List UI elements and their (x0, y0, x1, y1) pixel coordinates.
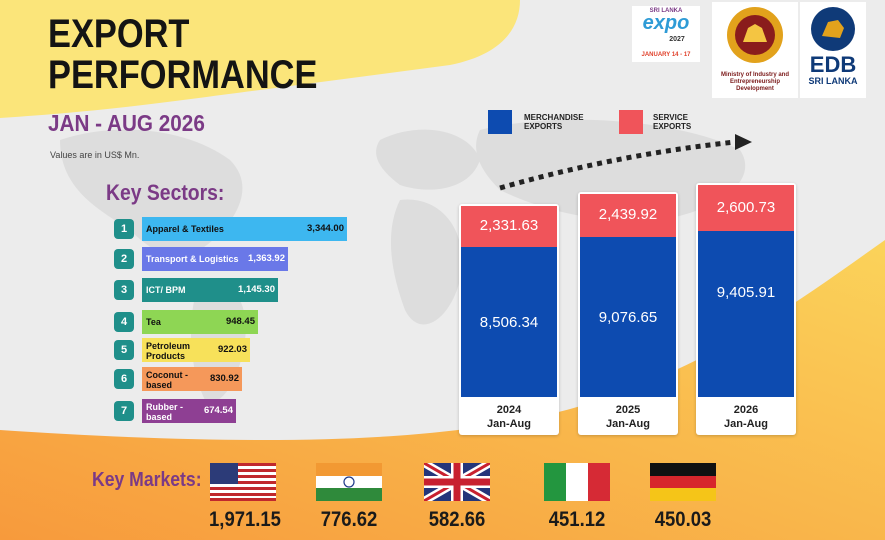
legend-service-label: SERVICE EXPORTS (653, 113, 692, 131)
sector-rank-badge: 5 (114, 340, 134, 360)
market-value-india: 776.62 (320, 508, 378, 531)
sector-rank-badge: 7 (114, 401, 134, 421)
sector-label: Apparel & Textiles (146, 224, 224, 234)
market-value-uk: 582.66 (428, 508, 486, 531)
edb-logo: EDB SRI LANKA (800, 2, 866, 98)
sector-rank-badge: 3 (114, 280, 134, 300)
sector-value: 1,363.92 (248, 253, 285, 264)
year-text: 2026 (733, 404, 759, 416)
year-label: 2026 Jan-Aug (698, 403, 794, 431)
sector-bar (142, 367, 242, 391)
lion-icon (811, 7, 855, 51)
sector-bar (142, 278, 278, 302)
sector-value: 3,344.00 (307, 223, 344, 234)
sector-value: 830.92 (209, 373, 239, 384)
sector-bar (142, 399, 236, 423)
service-value-label: 2,439.92 (598, 206, 658, 224)
merchandise-value-label: 8,506.34 (479, 314, 539, 332)
expo-logo: SRI LANKA expo 2027 JANUARY 14 - 17 (632, 6, 700, 62)
sector-rank-badge: 4 (114, 312, 134, 332)
sector-value: 922.03 (217, 344, 247, 355)
service-bar: 2,439.92 (580, 193, 676, 237)
legend-merchandise-swatch (488, 110, 512, 134)
year-text: 2024 (496, 404, 522, 416)
uk-flag (424, 463, 490, 501)
merchandise-bar: 8,506.34 (461, 246, 557, 397)
sector-label: Transport & Logistics (146, 254, 239, 264)
sector-value: 674.54 (203, 405, 233, 416)
page-title: EXPORT PERFORMANCE (48, 12, 318, 97)
sector-bar (142, 247, 288, 271)
key-markets-title: Key Markets: (92, 469, 202, 491)
sector-label: Petroleum Products (146, 341, 191, 361)
sector-bar (142, 310, 258, 334)
service-value-label: 2,331.63 (479, 217, 539, 235)
india-flag (316, 463, 382, 501)
sector-label: ICT/ BPM (146, 285, 186, 295)
year-label: 2025 Jan-Aug (580, 403, 676, 431)
period-text: Jan-Aug (724, 418, 768, 430)
sector-label: Coconut - based (146, 370, 188, 390)
year-text: 2025 (615, 404, 641, 416)
legend-service-swatch (619, 110, 643, 134)
merchandise-bar: 9,076.65 (580, 236, 676, 397)
sector-rank-badge: 2 (114, 249, 134, 269)
sector-label: Tea (146, 317, 161, 327)
service-bar: 2,600.73 (698, 185, 794, 232)
year-label: 2024 Jan-Aug (461, 403, 557, 431)
italy-flag (544, 463, 610, 501)
units-note: Values are in US$ Mn. (50, 150, 140, 160)
usa-flag (210, 463, 276, 501)
period-text: Jan-Aug (487, 418, 531, 430)
market-value-germany: 450.03 (654, 508, 712, 531)
market-value-usa: 1,971.15 (209, 508, 281, 531)
market-value-italy: 451.12 (548, 508, 606, 531)
merchandise-bar: 9,405.91 (698, 231, 794, 397)
sector-bar (142, 338, 250, 362)
service-bar: 2,331.63 (461, 205, 557, 247)
sector-value: 1,145.30 (238, 284, 275, 295)
merchandise-value-label: 9,405.91 (716, 284, 776, 302)
sector-rank-badge: 6 (114, 369, 134, 389)
ministry-logo: Ministry of Industry and Entrepreneurshi… (712, 2, 798, 98)
service-value-label: 2,600.73 (716, 199, 776, 217)
emblem-icon (727, 7, 783, 63)
sector-rank-badge: 1 (114, 219, 134, 239)
sector-label: Rubber - based (146, 402, 183, 422)
merchandise-value-label: 9,076.65 (598, 308, 658, 326)
period-label: JAN - AUG 2026 (48, 110, 205, 136)
key-sectors-title: Key Sectors: (106, 180, 225, 205)
period-text: Jan-Aug (606, 418, 650, 430)
sector-bar (142, 217, 347, 241)
legend-merchandise-label: MERCHANDISE EXPORTS (524, 113, 584, 131)
sector-value: 948.45 (225, 316, 255, 327)
germany-flag (650, 463, 716, 501)
